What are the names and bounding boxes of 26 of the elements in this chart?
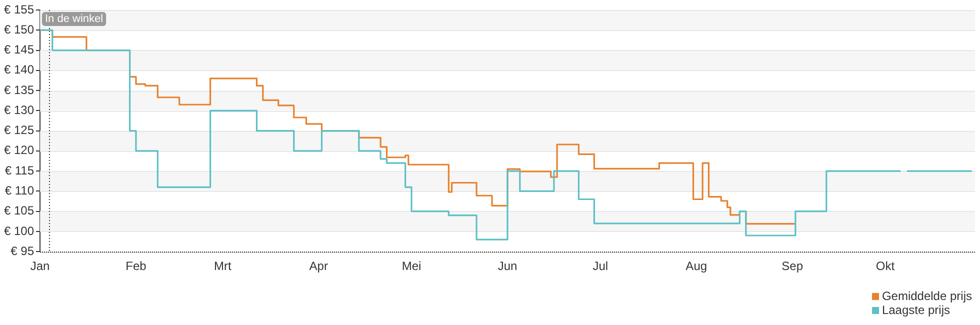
x-tick-label: Feb bbox=[126, 259, 147, 274]
y-tick-label: € 155 bbox=[4, 2, 34, 16]
y-tick-label: € 130 bbox=[4, 102, 34, 117]
y-tick-label: € 105 bbox=[4, 204, 34, 218]
x-tick-label: Apr bbox=[309, 259, 328, 274]
x-tick-label: Jan bbox=[30, 259, 50, 274]
x-tick-label: Mrt bbox=[214, 259, 232, 274]
y-tick-label: € 135 bbox=[4, 82, 34, 97]
y-tick-label: € 100 bbox=[4, 224, 34, 238]
legend-label: Gemiddelde prijs bbox=[882, 289, 972, 303]
y-tick-label: € 140 bbox=[4, 62, 34, 77]
x-tick-label: Jun bbox=[498, 259, 518, 274]
y-tick-label: € 120 bbox=[4, 143, 34, 158]
x-tick-label: Okt bbox=[876, 259, 896, 274]
ref-line-label: In de winkel bbox=[45, 13, 104, 26]
y-tick-label: € 150 bbox=[4, 22, 34, 36]
x-tick-label: Aug bbox=[686, 259, 708, 274]
x-tick-label: Mei bbox=[402, 259, 422, 274]
y-tick-label: € 110 bbox=[4, 184, 34, 198]
legend-label: Laagste prijs bbox=[882, 303, 950, 317]
y-tick-label: € 115 bbox=[4, 163, 34, 178]
y-tick-label: € 95 bbox=[10, 244, 34, 258]
x-tick-label: Jul bbox=[592, 259, 608, 274]
y-tick-label: € 145 bbox=[4, 42, 34, 57]
y-tick-label: € 125 bbox=[4, 123, 34, 138]
x-tick-label: Sep bbox=[782, 259, 804, 274]
